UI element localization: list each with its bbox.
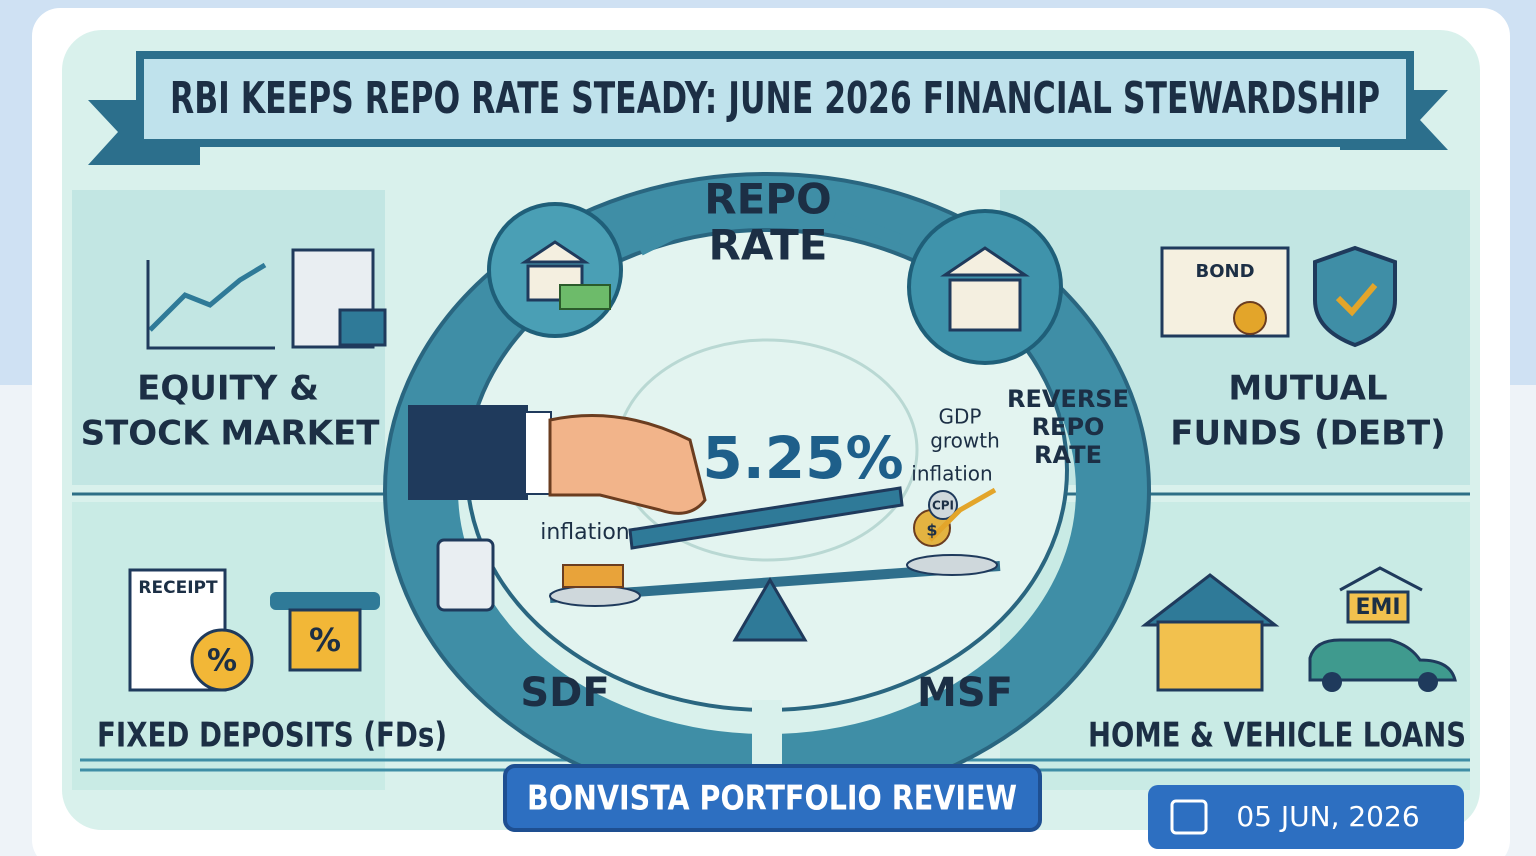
card-slot: [270, 592, 380, 610]
safe: [436, 538, 495, 612]
arrow: [637, 209, 903, 256]
cuff: [524, 411, 552, 495]
percent-label: %: [309, 621, 341, 659]
emi-sign: [1346, 590, 1410, 624]
check: [1335, 283, 1378, 317]
emi-label: EMI: [1355, 595, 1400, 620]
cpi-badge: [928, 490, 958, 520]
bond-label: BOND: [1195, 261, 1254, 282]
reverse-repo-label: REVERSE: [1007, 385, 1129, 413]
calendar-icon: [1170, 799, 1208, 835]
title: RBI KEEPS REPO RATE STEADY: JUNE 2026 FI…: [170, 73, 1380, 124]
receipt-label: RECEIPT: [138, 578, 218, 598]
msf-label: MSF: [917, 670, 1013, 716]
pan: [906, 554, 998, 576]
review-label: BONVISTA PORTFOLIO REVIEW: [527, 779, 1017, 819]
rate-board: [628, 486, 904, 550]
fulcrum: [732, 577, 808, 642]
sign-roof: [1339, 566, 1423, 592]
review-button: [503, 764, 1042, 832]
reverse-repo-label: RATE: [1034, 441, 1102, 469]
reverse-repo-label: REPO: [1032, 413, 1105, 441]
quadrant-label: STOCK MARKET: [81, 414, 381, 454]
card: [288, 608, 362, 672]
coin: [190, 628, 254, 692]
quadrant-label: EQUITY &: [137, 369, 319, 409]
quadrant-label: FUNDS (DEBT): [1170, 414, 1445, 454]
quadrant-label: FIXED DEPOSITS (FDs): [97, 716, 447, 756]
growth-arrow: [928, 487, 997, 542]
quadrant-label: MUTUAL: [1228, 369, 1387, 409]
rate-value: 5.25%: [702, 424, 903, 492]
date-label: 05 JUN, 2026: [1236, 800, 1419, 833]
date-badge: [1148, 785, 1464, 849]
cash: [559, 284, 611, 310]
cpi-label: CPI: [932, 499, 954, 513]
wheel: [1322, 672, 1342, 692]
pan: [549, 585, 641, 607]
chart-axis: [146, 260, 275, 350]
gdp-label: growth: [930, 429, 1000, 453]
hand: [548, 414, 707, 515]
sdf-label: SDF: [520, 670, 609, 716]
currency-label: $: [926, 521, 937, 540]
sleeve: [408, 405, 528, 500]
bond-certificate: [1160, 246, 1290, 338]
title-banner: [136, 51, 1414, 147]
stock-chart: [148, 262, 267, 332]
quadrant-label: HOME & VEHICLE LOANS: [1088, 716, 1466, 756]
repo-label: REPO: [704, 175, 832, 224]
briefcase: [338, 308, 387, 347]
car: [1308, 638, 1457, 682]
bank-building: [940, 246, 1030, 332]
repo-label: RATE: [709, 221, 828, 270]
basket: [562, 564, 624, 588]
house: [1156, 620, 1264, 692]
percent-label: %: [207, 644, 237, 679]
inflation-label: inflation: [540, 520, 630, 545]
gdp-label: GDP: [939, 405, 982, 429]
wheel: [1418, 672, 1438, 692]
inflation-label: inflation: [911, 462, 992, 486]
shield: [1313, 245, 1397, 348]
seal: [1233, 301, 1267, 335]
